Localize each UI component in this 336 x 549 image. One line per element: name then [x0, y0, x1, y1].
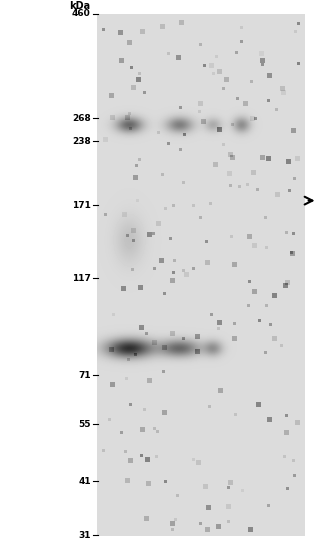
Text: 460: 460: [72, 9, 91, 18]
Text: kDa: kDa: [70, 1, 91, 11]
Text: 117: 117: [72, 274, 91, 283]
Text: 268: 268: [72, 114, 91, 123]
Text: 71: 71: [78, 371, 91, 379]
Text: 55: 55: [78, 420, 91, 429]
Text: 171: 171: [72, 200, 91, 210]
Text: 41: 41: [78, 477, 91, 486]
Text: 31: 31: [78, 531, 91, 540]
Text: 238: 238: [72, 137, 91, 145]
